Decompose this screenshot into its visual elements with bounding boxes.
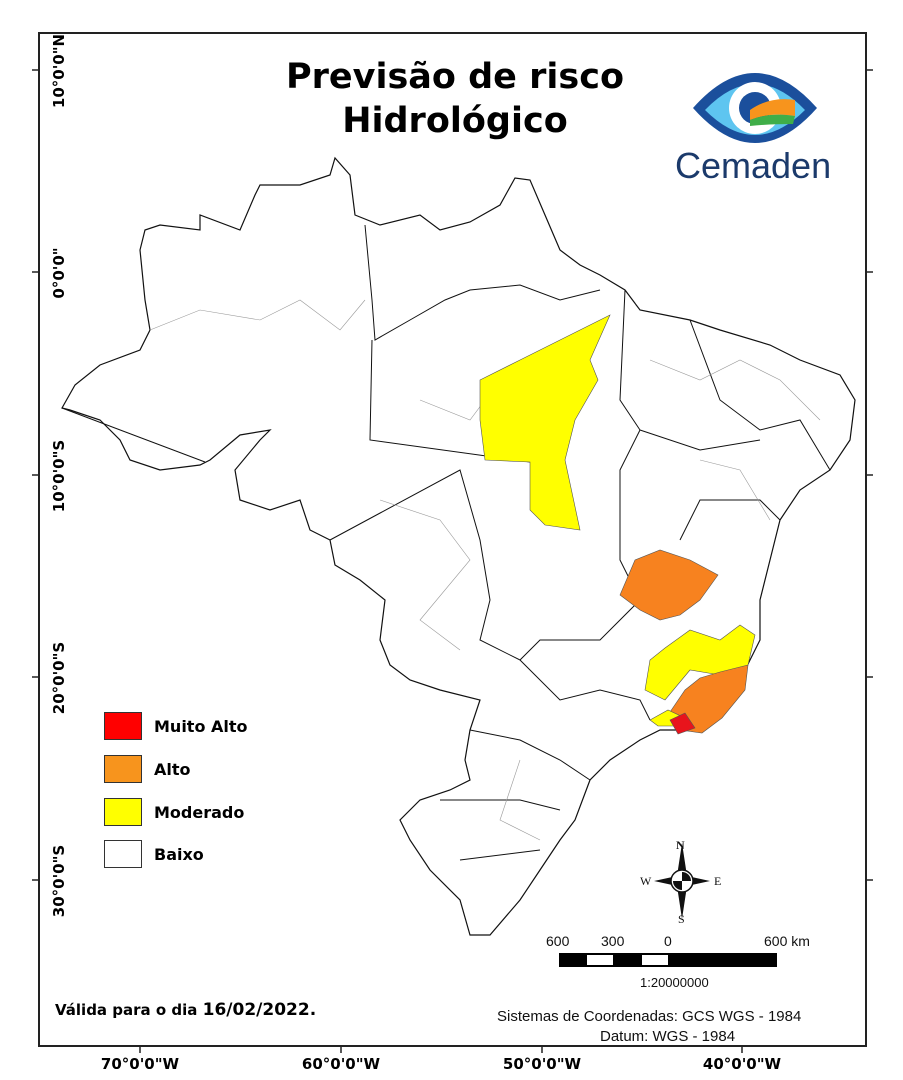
legend-swatch [104,755,142,783]
validity-text: Válida para o dia 16/02/2022. [55,1000,316,1020]
scale-label-600: 600 [546,933,570,949]
scale-ratio: 1:20000000 [640,975,709,990]
lat-label-30s: 30°0'0"S [50,844,68,918]
lon-label-60w: 60°0'0"W [301,1055,381,1073]
scale-bar [559,953,777,967]
risk-area-moderate-north [479,314,611,531]
lon-label-40w: 40°0'0"W [702,1055,782,1073]
legend-label: Muito Alto [154,716,248,736]
compass-n: N [676,838,685,852]
risk-area-high-mg [619,549,719,621]
legend-swatch [104,840,142,868]
lat-label-20s: 20°0'0"S [50,641,68,715]
legend-swatch [104,712,142,740]
legend-item-baixo: Baixo [104,840,204,868]
lon-label-70w: 70°0'0"W [100,1055,180,1073]
title-line-1: Previsão de risco [285,57,624,97]
crs-line-1: Sistemas de Coordenadas: GCS WGS - 1984 [497,1008,802,1025]
scale-label-0: 0 [664,933,672,949]
legend-item-muito-alto: Muito Alto [104,712,248,740]
map-title: Previsão de risco Hidrológico [250,55,660,143]
compass-s: S [678,912,685,926]
cemaden-logo-text: Cemaden [675,145,832,186]
cemaden-logo-icon [693,73,817,143]
lat-label-10s: 10°0'0"S [50,439,68,513]
scale-label-300: 300 [601,933,625,949]
legend-label: Alto [154,759,191,779]
lat-label-10n: 10°0'0"N [50,33,68,109]
legend-label: Moderado [154,802,245,822]
compass-w: W [640,874,652,888]
risk-area-high-southeast [669,664,749,734]
scale-label-600km: 600 km [764,933,810,949]
title-line-2: Hidrológico [342,101,568,141]
lon-label-50w: 50°0'0"W [502,1055,582,1073]
lat-label-0: 0°0'0" [50,247,68,299]
compass-e: E [714,874,722,888]
validity-prefix: Válida para o dia [55,1001,198,1019]
map-frame [38,32,867,1047]
legend-swatch [104,798,142,826]
legend-item-moderado: Moderado [104,798,244,826]
crs-line-2: Datum: WGS - 1984 [600,1028,736,1045]
validity-date: 16/02/2022. [202,1000,317,1020]
graticule-ticks [32,69,873,1053]
legend-label: Baixo [154,844,204,864]
risk-area-very-high [669,712,696,735]
compass-rose-icon [654,843,710,919]
state-borders [61,224,831,861]
legend-item-alto: Alto [104,755,191,783]
risk-area-moderate-southeast [644,624,756,701]
